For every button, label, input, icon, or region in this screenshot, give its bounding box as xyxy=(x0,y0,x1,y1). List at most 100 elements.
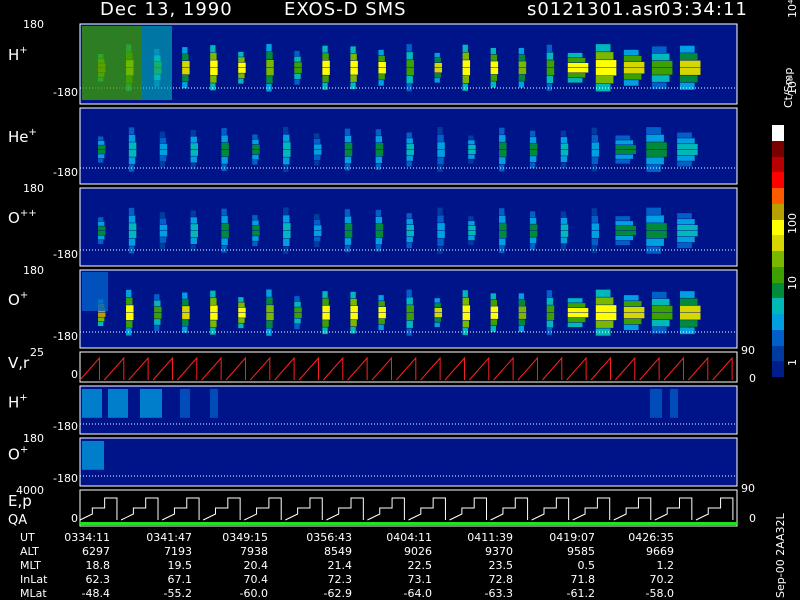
spectrum-cell xyxy=(252,215,258,220)
spectrum-cell xyxy=(154,325,160,332)
spectrum-cell xyxy=(322,60,330,68)
spectrum-cell xyxy=(560,149,569,156)
spectrum-cell xyxy=(350,291,356,299)
spectrum-cell xyxy=(646,142,667,150)
spectrum-cell xyxy=(350,46,356,54)
spectrum-cell xyxy=(190,237,197,244)
spectrum-cell xyxy=(238,307,246,313)
spectrum-cell xyxy=(434,322,440,328)
spectrum-cell xyxy=(490,312,499,319)
spectrum-cell xyxy=(677,144,698,150)
y-max-label: 180 xyxy=(23,182,44,195)
spectrum-cell xyxy=(182,61,190,68)
spectrum-cell xyxy=(677,242,692,249)
table-cell: 8549 xyxy=(324,545,352,558)
spectrum-cell xyxy=(434,73,441,78)
spectrum-cell xyxy=(595,83,611,92)
spectrum-cell xyxy=(128,230,137,239)
spectrum-cell xyxy=(615,145,636,150)
table-cell: 72.3 xyxy=(327,573,353,586)
spectrum-cell xyxy=(322,305,330,313)
spectrum-cell xyxy=(677,155,695,161)
spectrum-cell xyxy=(182,312,190,320)
spectrum-cell xyxy=(595,320,614,328)
spectrum-cell xyxy=(98,140,105,145)
spectrum-cell xyxy=(98,221,105,226)
spectrum-cell xyxy=(567,303,586,308)
spectrum-cell xyxy=(490,325,496,332)
spectrum-cell xyxy=(322,45,328,53)
spectrum-cell xyxy=(679,291,695,298)
colorbar-segment xyxy=(772,188,784,204)
spectrum-cell xyxy=(437,215,444,223)
spectrum-cell xyxy=(615,225,636,231)
spectrum-cell xyxy=(283,230,291,239)
spectrum-cell xyxy=(344,163,351,171)
spectrum-cell xyxy=(518,299,526,306)
spectrum-cell xyxy=(679,75,698,83)
spectrum-cell xyxy=(406,312,414,321)
spectrum-cell xyxy=(313,144,322,150)
table-cell: 23.5 xyxy=(488,559,514,572)
spectrum-cell xyxy=(238,297,244,302)
spectrum-cell xyxy=(560,162,567,169)
y-min-label: -180 xyxy=(53,248,78,261)
spectrum-cell xyxy=(468,154,475,159)
spectrum-cell xyxy=(406,328,412,336)
spectrum-cell xyxy=(266,312,274,321)
spectrum-cell xyxy=(546,290,553,298)
spectrum-cell xyxy=(190,210,196,217)
y-max-label: 180 xyxy=(23,264,44,277)
panel-p6: H+ -180 xyxy=(8,385,738,435)
spectrum-cell xyxy=(490,47,496,55)
colorbar-segment xyxy=(772,345,784,362)
spectrum-cell xyxy=(406,305,414,313)
spectrum-cell xyxy=(252,149,260,155)
spectrum-cell xyxy=(128,238,136,246)
table-cell: -62.9 xyxy=(323,587,352,600)
spectrum-cell xyxy=(252,241,258,247)
spectrum-cell xyxy=(406,52,413,60)
spectrum-cell xyxy=(677,161,692,167)
spectrum-cell xyxy=(546,312,555,320)
spectrum-cell xyxy=(238,68,246,73)
spectrum-cell xyxy=(499,127,505,135)
spectrum-cell xyxy=(518,319,526,326)
low-energy-block xyxy=(650,389,662,418)
spectrum-cell xyxy=(615,216,631,221)
spectrum-cell xyxy=(567,317,586,323)
spectrum-cell xyxy=(406,83,412,92)
spectrum-cell xyxy=(210,83,216,91)
instrument-title: EXOS-D SMS xyxy=(284,0,407,20)
spectrum-cell xyxy=(462,328,468,336)
y-min-label: -180 xyxy=(53,330,78,343)
spectrum-cell xyxy=(462,312,471,320)
spectrum-cell xyxy=(350,326,356,334)
spectrum-cell xyxy=(567,307,589,313)
spectrum-cell xyxy=(190,129,196,137)
spectrum-cell xyxy=(98,217,104,222)
spectrum-cell xyxy=(378,295,384,301)
right-axis-bottom: 0 xyxy=(749,512,756,525)
spectrum-cell xyxy=(434,317,441,323)
colorbar-tick: 10³ xyxy=(786,76,799,95)
spectrum-cell xyxy=(322,75,329,83)
spectrum-cell xyxy=(375,156,383,163)
spectrum-cell xyxy=(591,230,600,238)
spectrum-cell xyxy=(190,136,197,143)
spectrum-cell xyxy=(651,68,673,75)
spectrum-cell xyxy=(252,139,259,145)
spectrum-cell xyxy=(322,312,330,320)
y-max-label: 180 xyxy=(23,432,44,445)
spectrum-cell xyxy=(238,318,245,323)
spectrum-cell xyxy=(266,305,274,313)
spectrum-cell xyxy=(499,238,506,246)
spectrum-cell xyxy=(468,140,475,145)
right-axis-bottom: 0 xyxy=(749,372,756,385)
spectrum-cell xyxy=(128,157,136,165)
spectrum-cell xyxy=(294,79,300,85)
table-cell: 67.1 xyxy=(167,573,193,586)
spectrum-cell xyxy=(434,303,441,308)
spectrum-cell xyxy=(623,318,642,325)
